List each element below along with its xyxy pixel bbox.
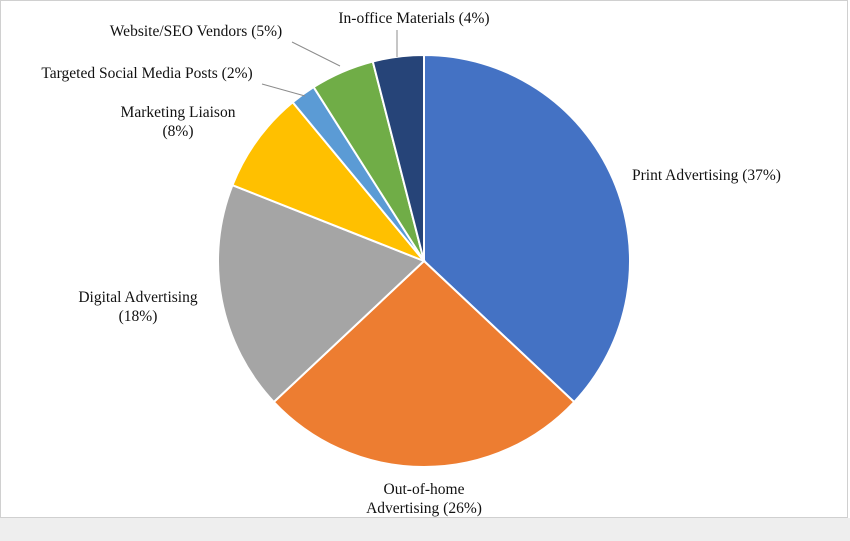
leader-line-5 [291, 41, 341, 67]
leader-lines [261, 30, 398, 97]
slice-label-line: Website/SEO Vendors (5%) [110, 23, 282, 40]
pie-slice-6 [371, 53, 425, 262]
pie-slice-0 [423, 53, 631, 404]
slice-label-1: Out-of-home Advertising (26%) [366, 481, 482, 517]
bottom-strip [0, 518, 850, 541]
leader-line-4 [261, 83, 306, 97]
slice-label-2: Digital Advertising (18%) [78, 289, 198, 325]
pie-slice-2 [217, 183, 426, 404]
slice-label-line: Print Advertising (37%) [632, 167, 781, 184]
slice-label-line: (18%) [119, 308, 158, 325]
slice-label-line: Out-of-home [384, 481, 465, 498]
slice-label-0: Print Advertising (37%) [632, 167, 781, 184]
slice-label-6: In-office Materials (4%) [338, 10, 489, 27]
slice-labels: Print Advertising (37%) Out-of-home Advert… [41, 10, 781, 517]
slice-label-line: Advertising (26%) [366, 500, 482, 517]
slice-label-3: Marketing Liaison (8%) [121, 104, 236, 140]
pie-slices [217, 53, 631, 468]
slice-label-line: Marketing Liaison [121, 104, 236, 121]
slice-label-line: In-office Materials (4%) [338, 10, 489, 27]
slice-label-line: (8%) [163, 123, 194, 140]
slice-label-4: Targeted Social Media Posts (2%) [41, 65, 252, 82]
slice-label-5: Website/SEO Vendors (5%) [110, 23, 282, 40]
pie-slice-3 [231, 100, 425, 262]
slice-label-line: Digital Advertising [78, 289, 198, 306]
pie-slice-1 [272, 259, 576, 468]
slice-label-line: Targeted Social Media Posts (2%) [41, 65, 252, 82]
